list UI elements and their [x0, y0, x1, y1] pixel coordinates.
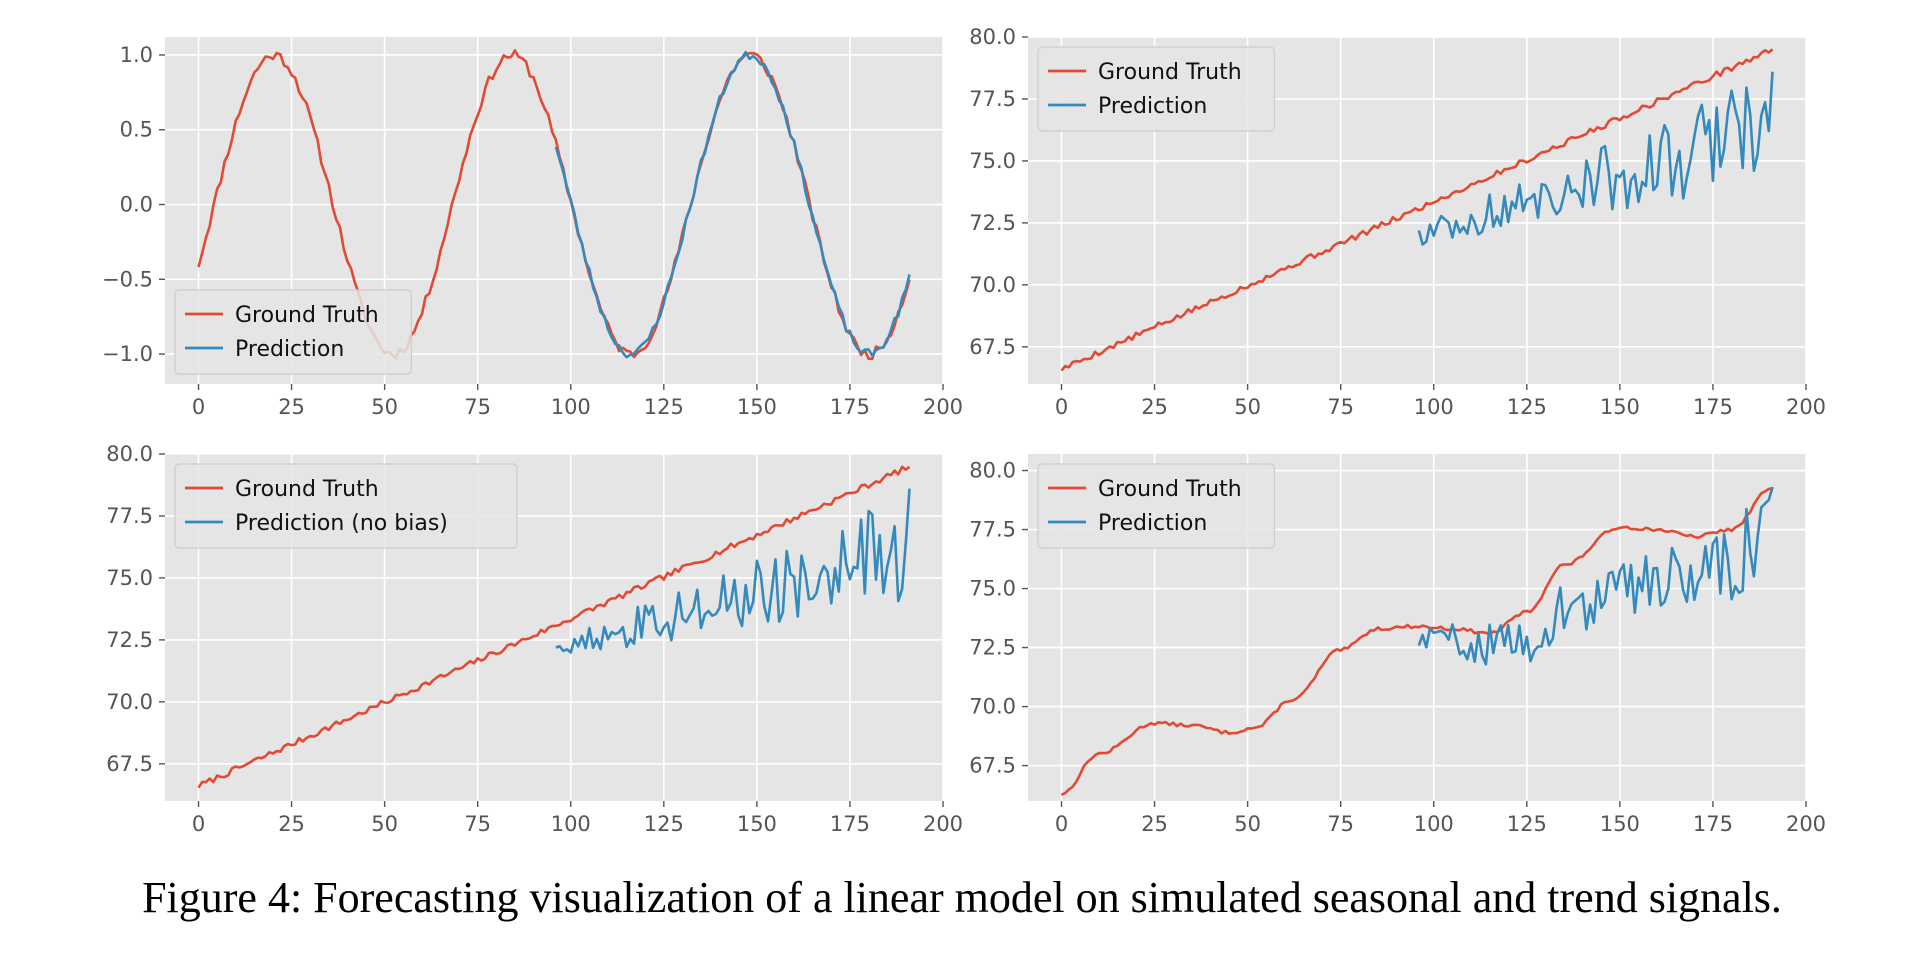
series-line [197, 465, 911, 789]
subplot-trend-seasonal-shift: 0 25 50 75 100 125 150 175 200 80.0 77.5 75.0 72.5 70… [969, 454, 1826, 836]
x-tick-label: 75 [464, 812, 491, 836]
legend-label: Prediction (no bias) [235, 511, 448, 536]
x-tick-label: 150 [1600, 812, 1640, 836]
legend [1037, 46, 1275, 132]
legend-label: Ground Truth [235, 303, 379, 328]
x-tick-label: 200 [1786, 395, 1826, 419]
x-tick-label: 50 [371, 395, 398, 419]
figure-4: 0 25 50 75 100 125 150 175 200 1.0 0.5 0.0 −0.5 −1.0 G… [102, 25, 1826, 836]
x-tick-label: 100 [1414, 812, 1454, 836]
y-tick-label: −1.0 [102, 342, 153, 366]
legend [174, 463, 518, 549]
y-tick-label: 72.5 [969, 636, 1016, 660]
x-tick-label: 0 [192, 812, 205, 836]
y-tick-label: 67.5 [106, 752, 153, 776]
x-tick-label: 175 [830, 395, 870, 419]
series-line [554, 50, 911, 359]
y-tick-label: 80.0 [106, 442, 153, 466]
x-tick-label: 25 [1141, 395, 1168, 419]
x-tick-label: 125 [644, 395, 684, 419]
y-tick-label: 75.0 [969, 577, 1016, 601]
y-tick-label: 67.5 [969, 754, 1016, 778]
x-tick-label: 125 [644, 812, 684, 836]
y-tick-label: 80.0 [969, 25, 1016, 49]
y-tick-label: 0.5 [120, 118, 153, 142]
legend-label: Prediction [1098, 511, 1207, 536]
x-tick-label: 150 [737, 812, 777, 836]
x-tick-label: 100 [551, 395, 591, 419]
y-tick-label: 70.0 [969, 695, 1016, 719]
series-line [1060, 486, 1773, 796]
x-tick-label: 25 [1141, 812, 1168, 836]
legend-label: Prediction [1098, 94, 1207, 119]
x-tick-label: 125 [1507, 812, 1547, 836]
y-tick-label: 75.0 [106, 566, 153, 590]
x-tick-label: 150 [737, 395, 777, 419]
y-tick-label: 77.5 [106, 504, 153, 528]
series-line [1417, 71, 1774, 246]
x-tick-label: 25 [278, 395, 305, 419]
legend-label: Ground Truth [1098, 477, 1242, 502]
y-tick-label: 72.5 [106, 628, 153, 652]
subplot-trend: 0 25 50 75 100 125 150 175 200 80.0 77.5 75.0 72.5 70… [969, 25, 1826, 419]
y-tick-label: 77.5 [969, 87, 1016, 111]
legend-label: Ground Truth [235, 477, 379, 502]
x-tick-label: 75 [1327, 812, 1354, 836]
x-tick-label: 100 [551, 812, 591, 836]
y-tick-label: 80.0 [969, 459, 1016, 483]
legend [174, 289, 412, 375]
series-line [1060, 48, 1774, 372]
x-tick-label: 125 [1507, 395, 1547, 419]
x-tick-label: 0 [192, 395, 205, 419]
x-tick-label: 200 [923, 812, 963, 836]
x-tick-label: 50 [1234, 395, 1261, 419]
legend-label: Prediction [235, 337, 344, 362]
legend [1037, 463, 1275, 549]
x-tick-label: 200 [1786, 812, 1826, 836]
x-tick-label: 75 [464, 395, 491, 419]
x-tick-label: 175 [1693, 812, 1733, 836]
series-line [1417, 486, 1774, 666]
x-tick-label: 25 [278, 812, 305, 836]
y-tick-label: 70.0 [969, 273, 1016, 297]
legend-label: Ground Truth [1098, 60, 1242, 85]
x-tick-label: 175 [830, 812, 870, 836]
y-tick-label: 75.0 [969, 149, 1016, 173]
y-tick-label: 1.0 [120, 43, 153, 67]
x-tick-label: 150 [1600, 395, 1640, 419]
x-tick-label: 100 [1414, 395, 1454, 419]
y-tick-label: 77.5 [969, 518, 1016, 542]
x-tick-label: 0 [1055, 812, 1068, 836]
x-tick-label: 0 [1055, 395, 1068, 419]
x-tick-label: 50 [371, 812, 398, 836]
y-tick-label: 70.0 [106, 690, 153, 714]
x-tick-label: 200 [923, 395, 963, 419]
x-tick-label: 50 [1234, 812, 1261, 836]
y-tick-label: 67.5 [969, 335, 1016, 359]
figure-caption: Figure 4: Forecasting visualization of a… [142, 873, 1782, 922]
x-tick-label: 175 [1693, 395, 1733, 419]
y-tick-label: −0.5 [102, 267, 153, 291]
series-line [555, 488, 911, 654]
subplot-trend-no-bias: 0 25 50 75 100 125 150 175 200 80.0 77.5 75.0 72.5 70… [106, 442, 963, 836]
y-tick-label: 0.0 [120, 193, 153, 217]
x-tick-label: 75 [1327, 395, 1354, 419]
y-tick-label: 72.5 [969, 211, 1016, 235]
subplot-seasonal: 0 25 50 75 100 125 150 175 200 1.0 0.5 0.0 −0.5 −1.0 G… [102, 37, 963, 419]
